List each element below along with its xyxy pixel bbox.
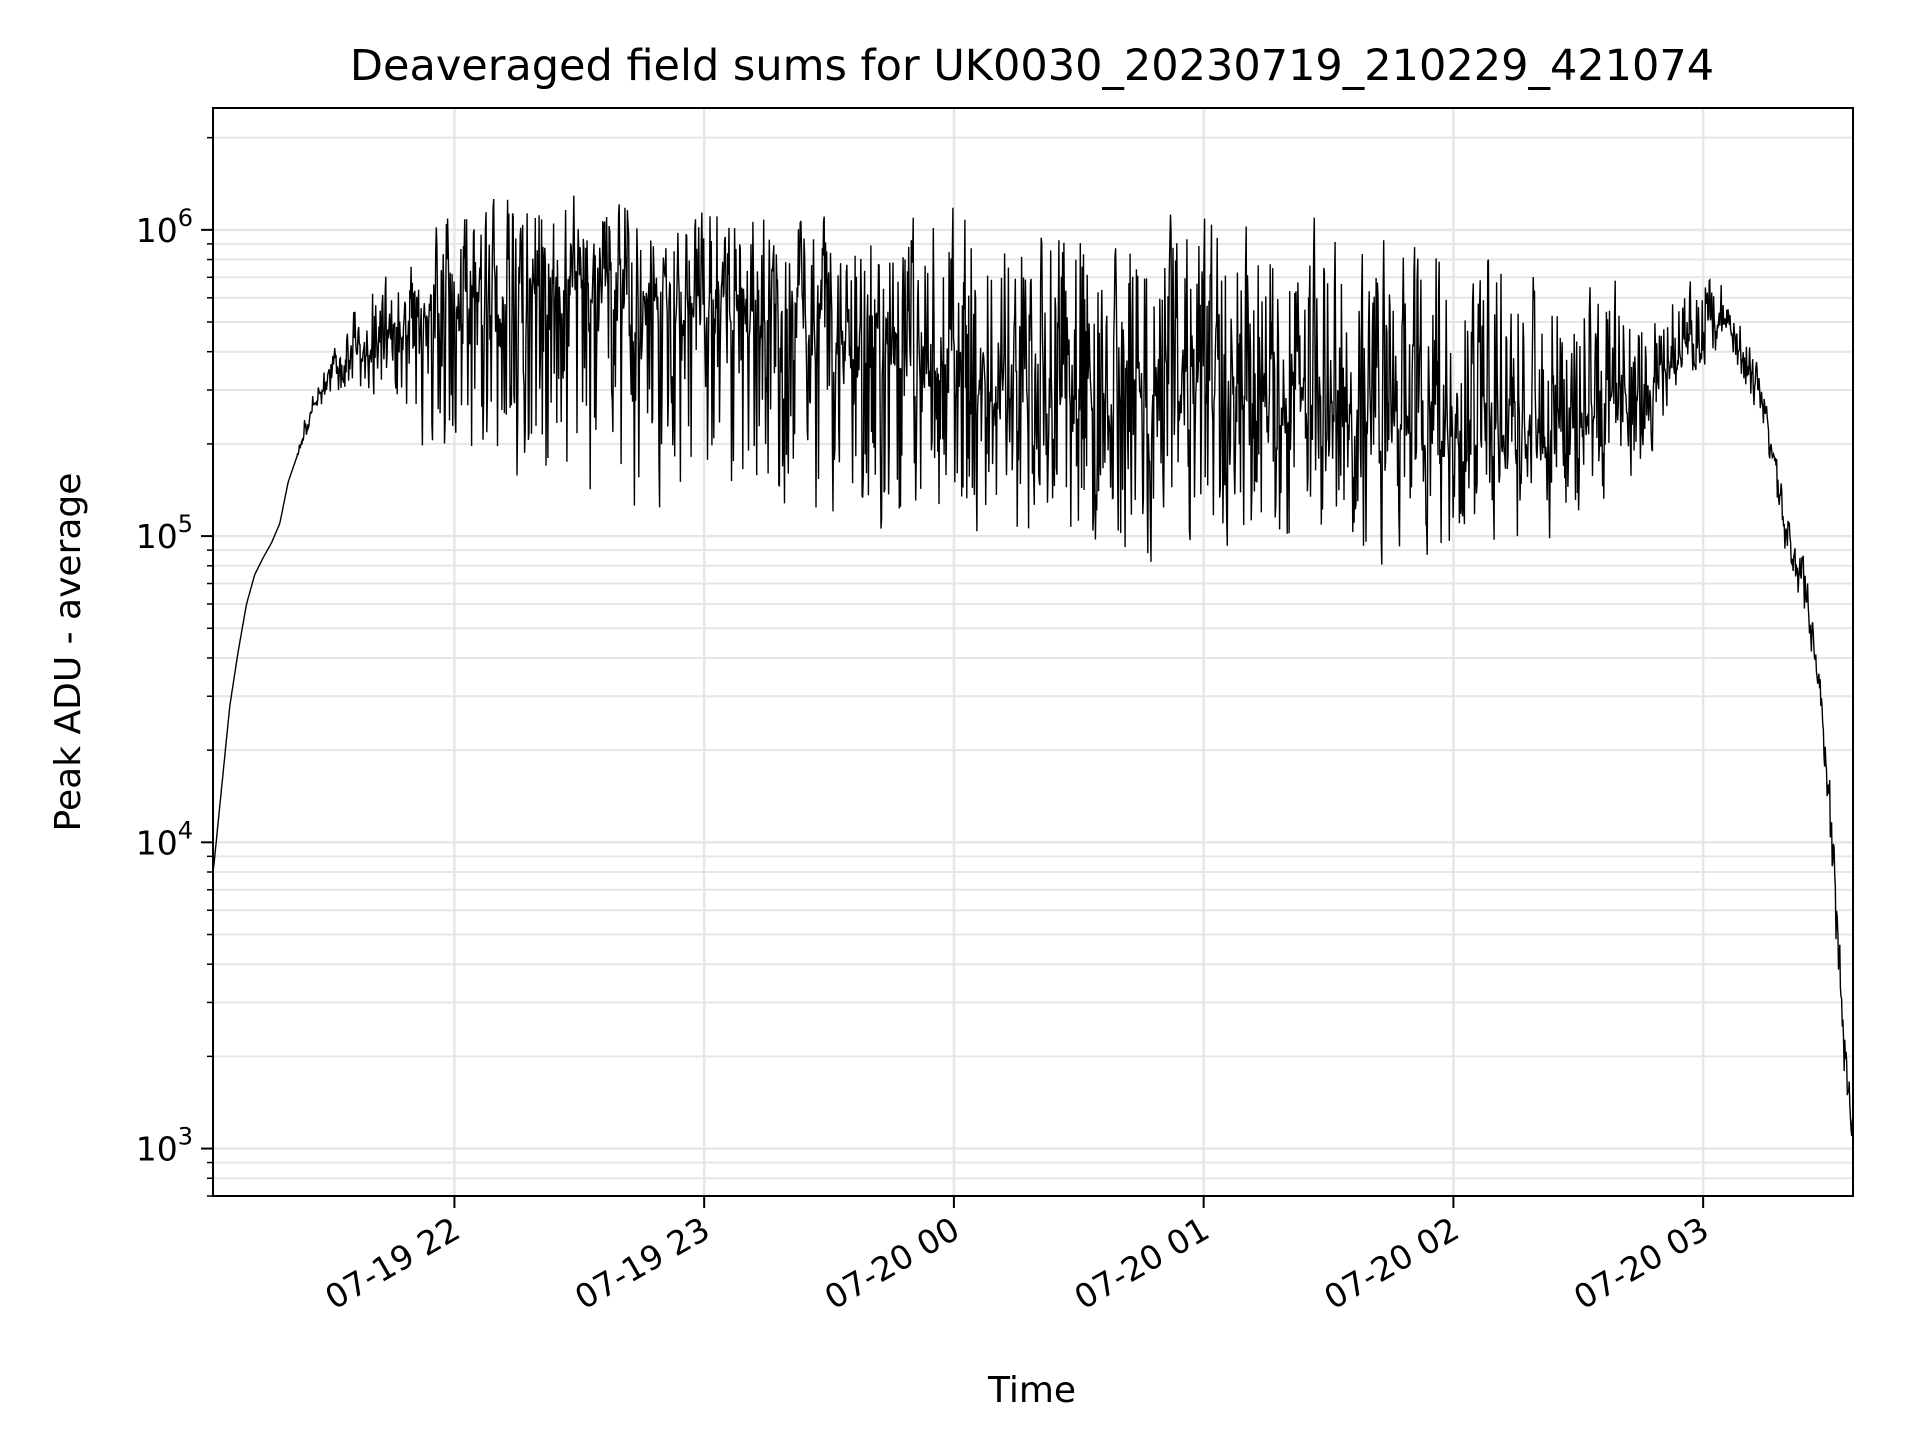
y-tick-exponent: 3	[178, 1123, 193, 1151]
y-tick-exponent: 5	[178, 510, 193, 538]
y-tick-label: 104	[136, 816, 193, 862]
y-tick-base: 10	[136, 823, 178, 862]
x-tick-label: 07-20 03	[1567, 1209, 1715, 1317]
y-tick-base: 10	[136, 517, 178, 556]
x-tick-label: 07-19 22	[318, 1209, 466, 1317]
y-tick-label: 105	[136, 510, 193, 556]
y-tick-base: 10	[136, 211, 178, 250]
x-tick-label: 07-20 00	[818, 1209, 966, 1317]
y-tick-exponent: 4	[178, 816, 193, 844]
y-tick-exponent: 6	[178, 204, 193, 232]
y-tick-base: 10	[136, 1130, 178, 1169]
y-axis-label: Peak ADU - average	[48, 473, 89, 832]
plot-frame	[212, 107, 1854, 1197]
series-line	[212, 195, 1854, 1136]
chart-title: Deaveraged field sums for UK0030_2023071…	[350, 41, 1714, 91]
x-axis: 07-19 22 07-19 23 07-20 00 07-20 01 07-20 02…	[318, 1196, 1715, 1317]
grid	[213, 108, 1853, 1197]
x-tick-label: 07-20 01	[1068, 1209, 1216, 1317]
x-tick-label: 07-20 02	[1317, 1209, 1465, 1317]
y-tick-label: 103	[136, 1123, 193, 1169]
y-tick-label: 106	[136, 204, 193, 250]
series-layer	[212, 195, 1854, 1136]
x-tick-label: 07-19 23	[568, 1209, 716, 1317]
x-axis-label: Time	[987, 1370, 1076, 1411]
